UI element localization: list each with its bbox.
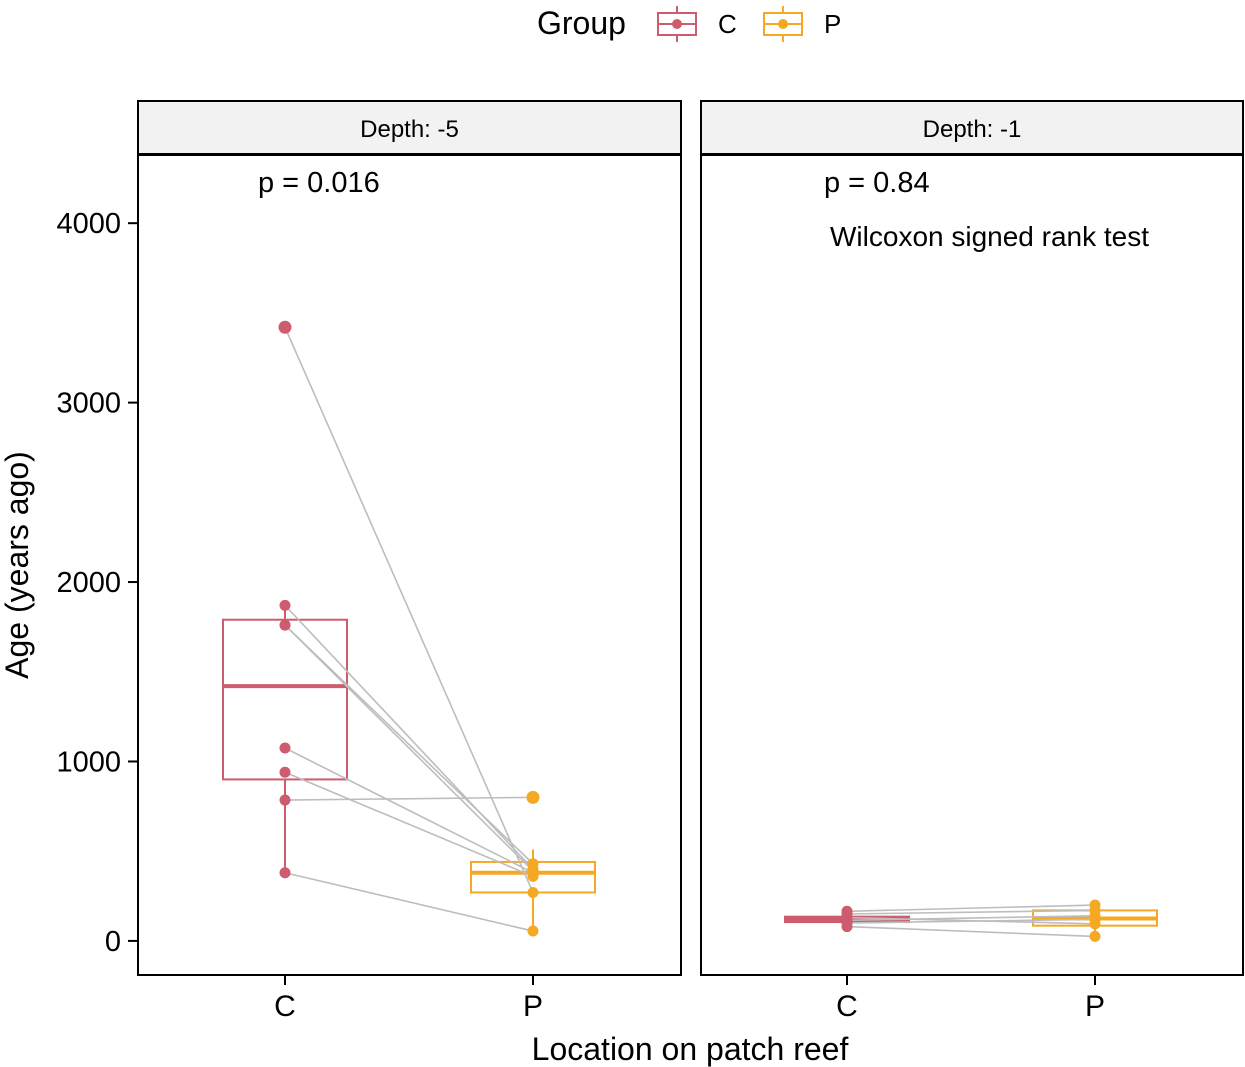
point-c <box>279 742 291 754</box>
x-tick-label: C <box>836 990 858 1023</box>
legend-key-c <box>657 6 697 42</box>
outlier-c <box>278 320 292 334</box>
x-tick-label: P <box>523 990 543 1023</box>
pair-line <box>284 771 534 878</box>
strip-background <box>700 100 1244 155</box>
legend-label-c: C <box>718 9 737 39</box>
y-tick-label: 3000 <box>56 388 121 420</box>
pair-line <box>846 909 1096 915</box>
point-c <box>279 867 291 879</box>
point-c <box>841 921 853 933</box>
x-tick-label: C <box>274 990 296 1023</box>
point-p <box>527 925 539 937</box>
outlier-p <box>526 790 540 804</box>
legend-label-p: P <box>824 9 841 39</box>
y-tick-label: 0 <box>105 926 121 958</box>
point-c <box>279 599 291 611</box>
p-value-label: p = 0.016 <box>258 167 380 199</box>
p-value-label: p = 0.84 <box>824 167 930 199</box>
pair-line <box>284 604 534 870</box>
strip-background <box>137 100 682 155</box>
point-p <box>527 870 539 882</box>
point-p <box>1089 913 1101 925</box>
panel-depth-minus-5: Depth: -5 p = 0.016 <box>137 100 682 976</box>
point-p <box>527 858 539 870</box>
x-axis-title: Location on patch reef <box>532 1031 849 1067</box>
pair-line <box>846 904 1096 913</box>
pair-line <box>284 871 534 932</box>
y-tick-label: 1000 <box>56 746 121 778</box>
point-c <box>279 766 291 778</box>
point-c <box>279 619 291 631</box>
data-marks <box>784 899 1158 942</box>
legend-key-p <box>763 6 803 42</box>
method-note: Wilcoxon signed rank test <box>830 221 1149 252</box>
pair-line <box>284 624 534 865</box>
plot-area <box>137 154 682 976</box>
pair-line <box>846 918 1096 924</box>
strip-label: Depth: -5 <box>360 116 459 143</box>
pair-line <box>284 747 534 874</box>
point-p <box>1089 930 1101 942</box>
pair-line <box>284 624 534 872</box>
x-tick-label: P <box>1085 990 1105 1023</box>
y-tick-label: 4000 <box>56 208 121 240</box>
strip-label: Depth: -1 <box>923 116 1022 143</box>
y-axis-title: Age (years ago) <box>0 451 35 679</box>
plot-area <box>700 154 1244 976</box>
point-p <box>527 886 539 898</box>
legend-title: Group <box>537 5 626 41</box>
pair-line <box>846 925 1096 938</box>
panel-depth-minus-1: Depth: -1 p = 0.84 Wilcoxon signed rank … <box>700 100 1244 976</box>
pair-line <box>846 914 1096 922</box>
y-tick-label: 2000 <box>56 567 121 599</box>
pair-line <box>284 796 534 801</box>
point-c <box>279 794 291 806</box>
legend: Group C P <box>537 5 841 42</box>
y-axis: 0 1000 2000 3000 4000 <box>56 208 138 958</box>
data-marks <box>222 320 596 937</box>
